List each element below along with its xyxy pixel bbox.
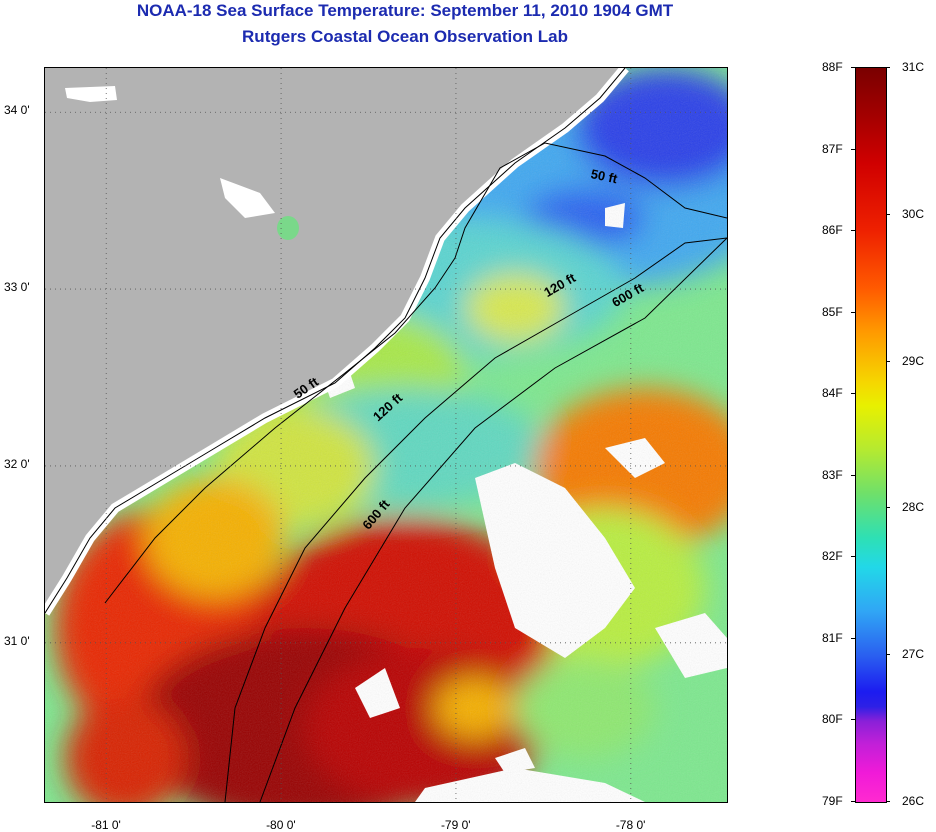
colorbar-tick (886, 801, 890, 802)
latitude-tick-label: 31 0' (4, 633, 30, 648)
colorbar-celsius-label: 29C (902, 353, 925, 368)
sst-map: 50 ft 50 ft 120 ft 120 ft 600 ft 600 ft (44, 67, 728, 803)
colorbar-tick (851, 801, 855, 802)
colorbar-tick (851, 148, 855, 150)
colorbar-tick (851, 474, 855, 476)
colorbar-fahrenheit-label: 80F (822, 712, 843, 727)
contour-50ft (104, 142, 727, 604)
contour-600ft (259, 237, 727, 802)
colorbar-celsius-label: 28C (902, 500, 925, 515)
colorbar-fahrenheit-label: 86F (822, 223, 843, 238)
colorbar-tick (851, 230, 855, 232)
graticule (45, 68, 727, 802)
latitude-tick-label: 32 0' (4, 456, 30, 471)
coastline (45, 68, 626, 614)
colorbar-tick (851, 637, 855, 639)
longitude-tick-label: -80 0' (266, 818, 296, 832)
longitude-tick-label: -79 0' (440, 818, 471, 832)
colorbar-tick (886, 213, 890, 215)
colorbar-fahrenheit-label: 79F (822, 794, 843, 808)
map-subtitle: Rutgers Coastal Ocean Observation Lab (242, 27, 568, 46)
colorbar-celsius-label: 27C (902, 647, 925, 662)
colorbar-fahrenheit-label: 81F (822, 630, 843, 645)
latitude-tick-label: 33 0' (4, 280, 30, 295)
colorbar-tick (851, 67, 855, 68)
colorbar-tick (886, 507, 890, 509)
latitude-tick-label: 34 0' (4, 103, 30, 118)
colorbar-tick (851, 311, 855, 313)
depth-contours (104, 142, 727, 802)
colorbar-tick (886, 67, 890, 68)
colorbar-tick (886, 360, 890, 362)
colorbar-tick (886, 654, 890, 656)
map-title: NOAA-18 Sea Surface Temperature: Septemb… (136, 1, 674, 20)
colorbar-celsius-label: 31C (902, 60, 925, 74)
colorbar-fahrenheit-label: 82F (822, 549, 843, 564)
colorbar-fahrenheit-label: 83F (822, 467, 843, 482)
longitude-tick-label: -81 0' (91, 818, 121, 832)
colorbar-tick (851, 719, 855, 721)
colorbar-celsius-label: 30C (902, 206, 925, 221)
colorbar-fahrenheit-label: 84F (822, 386, 843, 401)
colorbar-tick (851, 393, 855, 395)
longitude-tick-label: -78 0' (615, 818, 646, 832)
colorbar-fahrenheit-label: 87F (822, 141, 843, 156)
land-mass (45, 68, 625, 613)
contour-120ft (224, 237, 727, 802)
colorbar-tick (851, 556, 855, 558)
colorbar-fahrenheit-label: 88F (822, 60, 843, 74)
colorbar-fahrenheit-label: 85F (822, 304, 843, 319)
colorbar-celsius-label: 26C (902, 794, 925, 808)
sst-map-canvas (45, 68, 727, 802)
temperature-colorbar (855, 67, 887, 803)
